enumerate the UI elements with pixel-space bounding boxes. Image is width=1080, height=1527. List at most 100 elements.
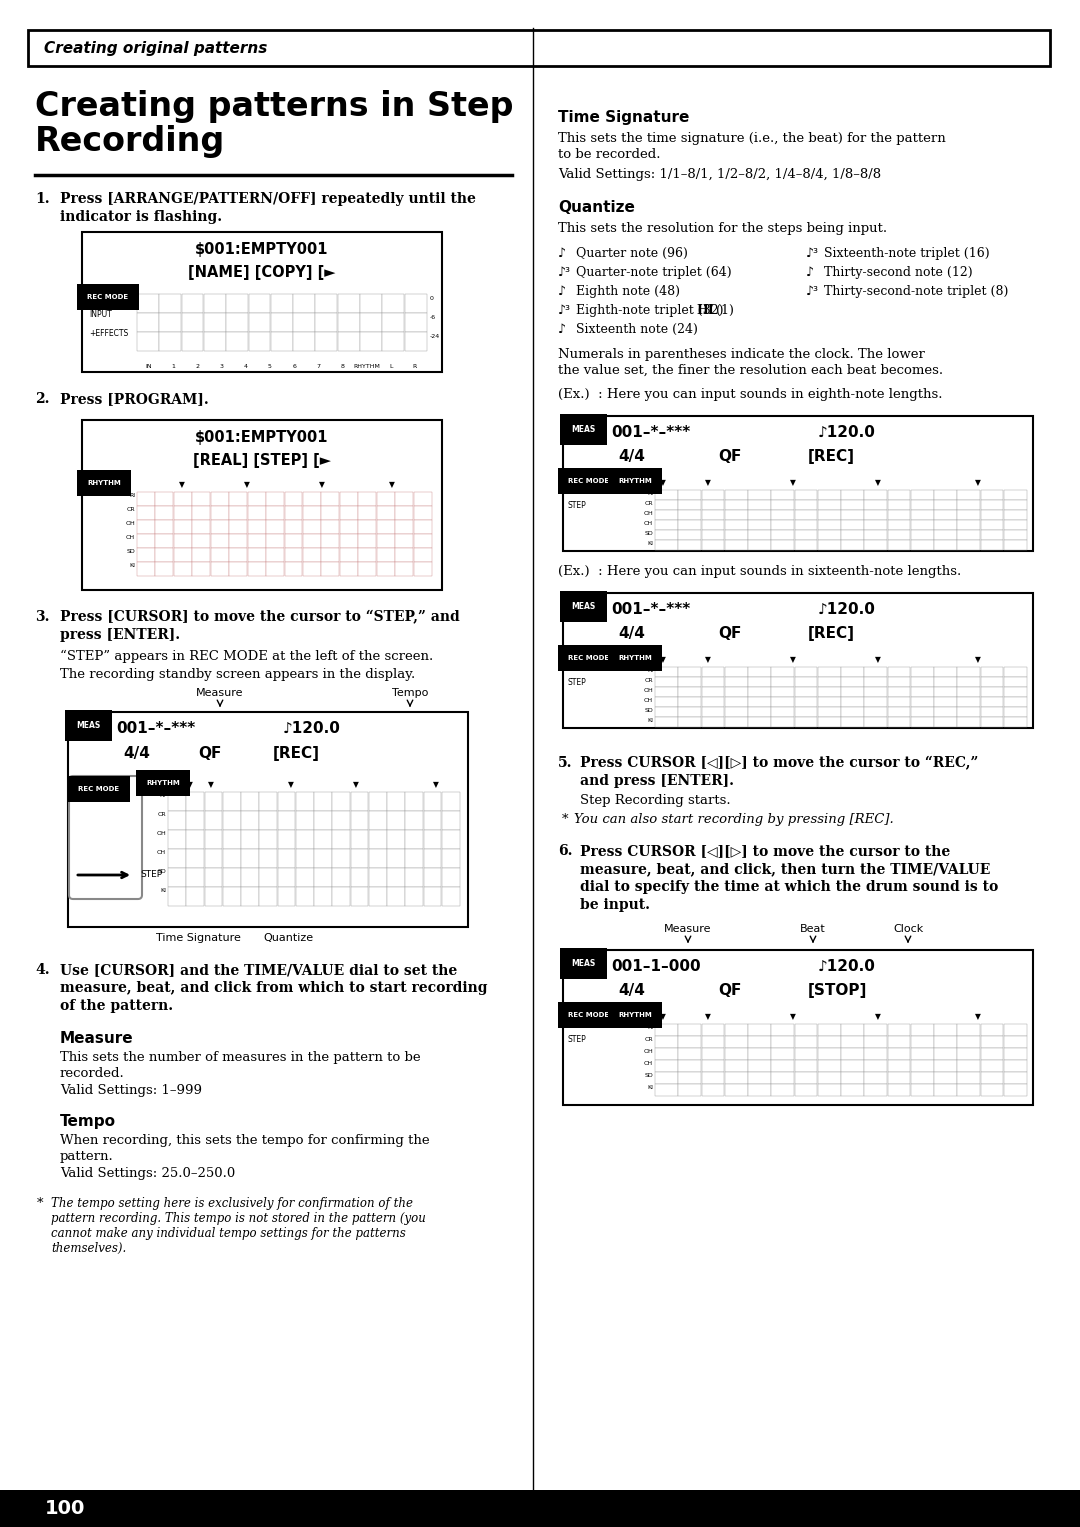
Bar [795,667,818,676]
Text: OH: OH [644,512,653,516]
Bar [818,499,840,510]
Bar [981,676,1003,687]
Text: Press [CURSOR] to move the cursor to “STEP,” and: Press [CURSOR] to move the cursor to “ST… [60,609,460,625]
Text: ▼: ▼ [288,780,294,789]
Bar [284,548,302,562]
Text: STEP: STEP [568,1035,586,1044]
Text: Press CURSOR [◁][▷] to move the cursor to “REC,”: Press CURSOR [◁][▷] to move the cursor t… [580,756,978,770]
Bar [137,548,154,562]
Bar [395,534,413,548]
Text: Thirty-second-note triplet (8): Thirty-second-note triplet (8) [824,286,1009,298]
Bar [957,510,980,519]
Bar [226,313,248,331]
Text: 3: 3 [219,363,224,370]
Bar [1003,499,1026,510]
Text: Eighth note (48): Eighth note (48) [576,286,680,298]
Bar [266,521,284,533]
Bar [351,849,368,867]
Bar [192,562,211,576]
Bar [405,295,427,313]
Bar [702,510,725,519]
Text: RHYTHM: RHYTHM [618,1012,651,1019]
Text: L: L [389,363,392,370]
Bar [314,849,332,867]
Bar [405,313,427,331]
Bar [387,887,405,906]
Text: KI: KI [160,889,166,893]
Text: CH: CH [644,521,653,525]
Bar [841,676,864,687]
Text: 001–*–***: 001–*–*** [611,425,690,440]
Bar [414,492,432,505]
Bar [211,534,229,548]
Bar [771,687,794,696]
Bar [382,313,404,331]
Bar [795,676,818,687]
Bar [748,1025,771,1035]
Bar [423,867,442,887]
Bar [293,295,315,313]
Bar [174,562,192,576]
Bar [725,499,747,510]
Text: [REAL] [STEP] [►: [REAL] [STEP] [► [193,454,330,467]
Bar [841,1072,864,1084]
Bar [222,867,241,887]
Text: Quarter-note triplet (64): Quarter-note triplet (64) [576,266,731,279]
Bar [678,521,701,530]
Bar [186,831,204,849]
Bar [654,718,678,727]
Bar [841,521,864,530]
Text: CH: CH [126,534,135,541]
Bar [934,696,957,707]
Bar [229,505,247,519]
Bar [229,521,247,533]
Text: The tempo setting here is exclusively for confirmation of the: The tempo setting here is exclusively fo… [51,1197,413,1209]
Bar [387,849,405,867]
Text: (1): (1) [716,304,734,318]
Text: MEAS: MEAS [571,602,595,611]
Bar [314,793,332,811]
Bar [795,1072,818,1084]
Text: RI: RI [647,1025,653,1031]
Bar [137,492,154,505]
Bar [981,541,1003,550]
Text: Measure: Measure [664,924,712,935]
Bar [678,541,701,550]
Text: STEP: STEP [568,678,586,687]
Text: OH: OH [644,689,653,693]
Bar [748,718,771,727]
Bar [338,313,360,331]
Bar [888,530,910,539]
Text: STEP: STEP [140,870,162,880]
Text: ♪120.0: ♪120.0 [818,959,876,974]
Bar [795,687,818,696]
Bar [771,510,794,519]
Text: RI: RI [647,667,653,673]
Text: $001:EMPTY001: $001:EMPTY001 [195,431,328,444]
Bar [395,505,413,519]
Bar [910,1060,933,1072]
Bar [957,541,980,550]
Bar [725,707,747,716]
Bar [748,541,771,550]
Text: Use [CURSOR] and the TIME/VALUE dial to set the: Use [CURSOR] and the TIME/VALUE dial to … [60,964,457,977]
Bar [702,1060,725,1072]
Bar [864,696,887,707]
Text: +EFFECTS: +EFFECTS [89,328,129,337]
Bar [957,718,980,727]
Bar [266,505,284,519]
Bar [934,1048,957,1060]
Bar [841,718,864,727]
Bar [864,707,887,716]
Bar [910,687,933,696]
Text: Beat: Beat [800,924,826,935]
Bar [222,811,241,829]
Bar [423,887,442,906]
Bar [910,510,933,519]
Bar [818,521,840,530]
Bar [981,1084,1003,1095]
Bar [405,849,423,867]
Bar [368,831,387,849]
Bar [229,562,247,576]
Bar [678,667,701,676]
